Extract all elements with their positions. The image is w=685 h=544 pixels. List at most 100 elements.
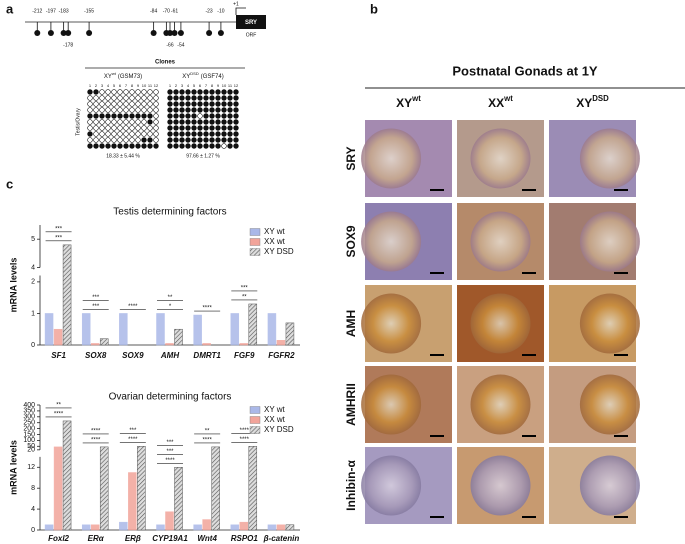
cpg-status <box>191 131 197 137</box>
clone-col: 7 <box>125 83 128 88</box>
cpg-status <box>203 107 209 113</box>
cpg-status <box>185 107 191 113</box>
clone-col: 8 <box>211 83 214 88</box>
significance-label: ** <box>168 295 173 301</box>
bar <box>53 328 63 346</box>
clone-base: XY <box>104 74 112 80</box>
significance-label: * <box>169 304 172 310</box>
cpg-status <box>117 143 123 149</box>
cpg-status <box>191 101 197 107</box>
significance-label: ** <box>56 403 61 409</box>
significance-label: **** <box>240 437 250 443</box>
cpg-status <box>87 107 93 113</box>
cpg-status <box>117 89 123 95</box>
cpg-site <box>34 30 41 36</box>
cpg-status <box>221 101 227 107</box>
bar <box>174 467 183 531</box>
cpg-status <box>197 101 203 107</box>
cpg-status <box>123 89 129 95</box>
cpg-status <box>117 119 123 125</box>
bar <box>156 313 165 346</box>
cpg-status <box>99 119 105 125</box>
cpg-status <box>135 89 141 95</box>
cpg-label: -61 <box>171 8 178 14</box>
cpg-status <box>105 137 111 143</box>
cpg-status <box>227 107 233 113</box>
y-tick-label: 300 <box>23 414 35 421</box>
legend-swatch <box>249 228 261 236</box>
cpg-status <box>209 107 215 113</box>
cpg-status <box>153 131 159 137</box>
clone-name: XYwt(GSM73) <box>104 71 142 80</box>
cpg-status <box>99 131 105 137</box>
tubule <box>579 293 640 354</box>
cpg-status <box>111 89 117 95</box>
cpg-status <box>185 95 191 101</box>
tubule <box>470 211 531 272</box>
clone-col: 1 <box>89 83 92 88</box>
cpg-status <box>117 125 123 131</box>
legend-swatch <box>249 406 261 414</box>
y-tick-label: 400 <box>23 402 35 409</box>
cpg-status <box>147 131 153 137</box>
cpg-status <box>105 107 111 113</box>
cpg-status <box>203 113 209 119</box>
significance-label: *** <box>166 449 174 455</box>
cpg-status <box>191 89 197 95</box>
cpg-status <box>179 125 185 131</box>
cpg-status <box>227 113 233 119</box>
cpg-status <box>179 89 185 95</box>
cpg-status <box>123 125 129 131</box>
cpg-status <box>215 107 221 113</box>
bar <box>90 343 100 346</box>
cpg-status <box>93 143 99 149</box>
cpg-label: -23 <box>205 8 212 14</box>
cpg-status <box>221 113 227 119</box>
cpg-status <box>173 143 179 149</box>
y-tick-label: 1 <box>31 310 35 317</box>
cpg-status <box>185 89 191 95</box>
cpg-status <box>141 119 147 125</box>
legend-swatch <box>249 426 261 434</box>
cpg-status <box>215 101 221 107</box>
cpg-status <box>227 131 233 137</box>
significance-label: ** <box>242 295 247 301</box>
bar <box>62 420 72 531</box>
tubule <box>470 128 531 189</box>
cpg-status <box>179 119 185 125</box>
cpg-status <box>153 143 159 149</box>
tubule <box>361 374 422 435</box>
cpg-status <box>227 95 233 101</box>
cpg-status <box>153 95 159 101</box>
cpg-status <box>111 119 117 125</box>
cpg-status <box>129 143 135 149</box>
cpg-status <box>87 101 93 107</box>
cpg-status <box>179 137 185 143</box>
cpg-status <box>197 113 203 119</box>
cpg-status <box>135 131 141 137</box>
cpg-status <box>99 101 105 107</box>
cpg-status <box>203 95 209 101</box>
cpg-status <box>173 101 179 107</box>
clone-col: 3 <box>101 83 104 88</box>
cpg-status <box>111 101 117 107</box>
cpg-status <box>135 137 141 143</box>
clone-id: (GSF74) <box>201 74 224 80</box>
column-header: XXwt <box>488 94 513 110</box>
clone-col: 7 <box>205 83 208 88</box>
cpg-status <box>191 125 197 131</box>
cpg-label: -66 <box>166 42 173 48</box>
column-header-sup: wt <box>503 94 513 103</box>
cpg-status <box>111 137 117 143</box>
cpg-status <box>197 125 203 131</box>
cpg-status <box>173 131 179 137</box>
bar <box>276 524 286 531</box>
chart-title: Ovarian determining factors <box>109 392 232 403</box>
x-tick-label: FGF9 <box>234 351 255 360</box>
x-tick-label: Wnt4 <box>197 534 217 543</box>
panel-title: Postnatal Gonads at 1Y <box>452 63 598 78</box>
y-tick-label: 4 <box>31 264 35 271</box>
side-label: Testis/Ovary <box>75 108 81 136</box>
tubule <box>579 211 640 272</box>
x-tick-label: RSPO1 <box>231 534 259 543</box>
